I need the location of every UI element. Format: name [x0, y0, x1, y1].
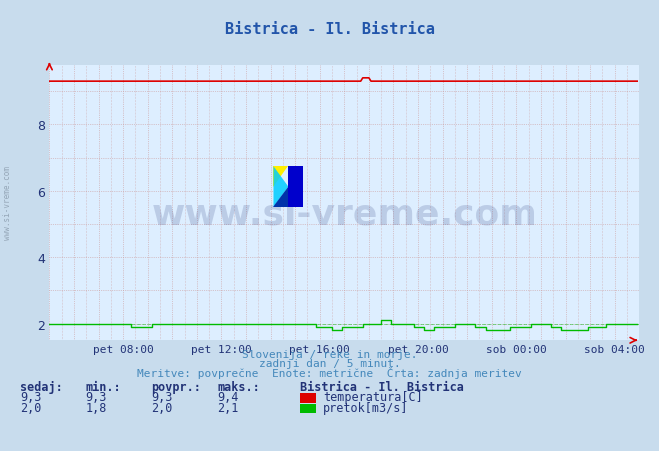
Text: 9,3: 9,3 [20, 391, 41, 404]
Text: zadnji dan / 5 minut.: zadnji dan / 5 minut. [258, 358, 401, 368]
Polygon shape [273, 167, 289, 187]
Text: www.si-vreme.com: www.si-vreme.com [152, 197, 537, 231]
Text: 1,8: 1,8 [86, 401, 107, 414]
Text: 2,1: 2,1 [217, 401, 239, 414]
Text: Meritve: povprečne  Enote: metrične  Črta: zadnja meritev: Meritve: povprečne Enote: metrične Črta:… [137, 366, 522, 378]
Text: temperatura[C]: temperatura[C] [323, 391, 422, 404]
Text: sedaj:: sedaj: [20, 380, 63, 393]
Text: 2,0: 2,0 [20, 401, 41, 414]
Text: maks.:: maks.: [217, 380, 260, 393]
Text: pretok[m3/s]: pretok[m3/s] [323, 401, 409, 414]
Text: 9,3: 9,3 [152, 391, 173, 404]
Polygon shape [273, 167, 289, 207]
Text: 9,4: 9,4 [217, 391, 239, 404]
Text: 2,0: 2,0 [152, 401, 173, 414]
Polygon shape [289, 167, 303, 207]
Text: Bistrica - Il. Bistrica: Bistrica - Il. Bistrica [300, 380, 464, 393]
Text: min.:: min.: [86, 380, 121, 393]
Text: Bistrica - Il. Bistrica: Bistrica - Il. Bistrica [225, 22, 434, 37]
Text: povpr.:: povpr.: [152, 380, 202, 393]
Text: 9,3: 9,3 [86, 391, 107, 404]
Polygon shape [273, 187, 289, 207]
Text: www.si-vreme.com: www.si-vreme.com [3, 166, 12, 240]
Text: Slovenija / reke in morje.: Slovenija / reke in morje. [242, 349, 417, 359]
